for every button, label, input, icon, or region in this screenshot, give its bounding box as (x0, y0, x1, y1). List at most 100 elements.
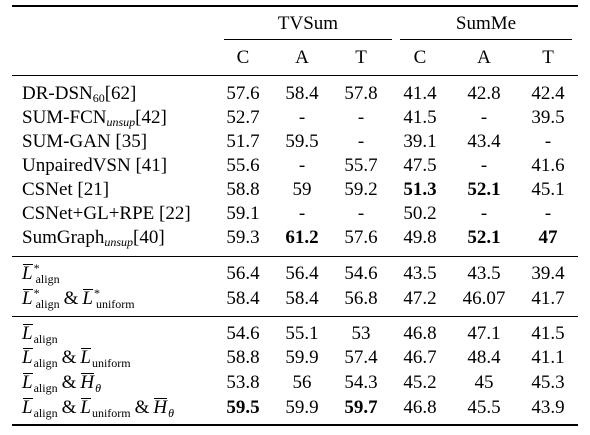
table-cell: 57.6 (344, 227, 378, 248)
table-row-method: CSNet+GL+RPE [22] 59.1 - - 50.2 - - (0, 203, 590, 227)
top-rule (12, 5, 578, 7)
col-header-tvsum-t: T (355, 47, 367, 68)
table-cell: 41.5 (531, 323, 565, 344)
table-cell: 41.5 (403, 107, 437, 128)
table-cell: 59.5 (285, 131, 319, 152)
table-cell: 43.5 (403, 263, 437, 284)
table-cell: 45.5 (467, 397, 501, 418)
table-row-ablation-star: L * align 56.4 56.4 54.6 43.5 43.5 39.4 (0, 261, 590, 287)
col-header-summe-c: C (413, 47, 427, 68)
table-cell: 43.9 (531, 397, 565, 418)
table-cell: 45.1 (531, 179, 565, 200)
table-cell: - (480, 203, 488, 224)
table-cell: - (298, 155, 306, 176)
table-cell: 55.6 (226, 155, 260, 176)
table-cell: 43.5 (467, 263, 501, 284)
table-cell: 51.3 (403, 179, 437, 200)
table-row-method: SUM-FCNunsup[42] 52.7 - - 41.5 - 39.5 (0, 107, 590, 131)
methods-rule (12, 256, 578, 257)
table-cell: 59.2 (344, 179, 378, 200)
table-cell: 48.4 (467, 347, 501, 368)
table-cell: 58.8 (226, 179, 260, 200)
table-cell: 42.8 (467, 83, 501, 104)
table-cell: 46.8 (403, 397, 437, 418)
table-cell: 45.3 (531, 372, 565, 393)
table-cell: 57.6 (226, 83, 260, 104)
table-row-method: UnpairedVSN [41] 55.6 - 55.7 47.5 - 41.6 (0, 155, 590, 179)
col-header-tvsum-c: C (236, 47, 250, 68)
table-cell: 47 (538, 227, 558, 248)
table-cell: 59.9 (285, 347, 319, 368)
row-label: SUM-GAN [35] (22, 131, 148, 152)
table-cell: 42.4 (531, 83, 565, 104)
row-label-l-align-star: L * align (22, 261, 60, 286)
table-cell: - (480, 107, 488, 128)
table-cell: 50.2 (403, 203, 437, 224)
table-cell: 52.7 (226, 107, 260, 128)
table-cell: 59.3 (226, 227, 260, 248)
table-cell: 41.1 (531, 347, 565, 368)
tvsum-cmidrule (224, 39, 392, 40)
table-cell: 41.7 (531, 288, 565, 309)
col-header-summe-a: A (477, 47, 491, 68)
table-cell: - (298, 107, 306, 128)
table-cell: 49.8 (403, 227, 437, 248)
table-cell: 52.1 (467, 227, 501, 248)
col-header-summe-t: T (542, 47, 554, 68)
row-label: SUM-FCNunsup[42] (22, 107, 167, 129)
group-header-tvsum: TVSum (277, 13, 339, 34)
table-row-ablation: Lalign & Luniform & Hθ 59.5 59.9 59.7 46.8 45.5 4… (0, 397, 590, 421)
table-cell: 52.1 (467, 179, 501, 200)
table-cell: - (544, 131, 552, 152)
table-row-method: SUM-GAN [35] 51.7 59.5 - 39.1 43.4 - (0, 131, 590, 155)
table-cell: 53.8 (226, 372, 260, 393)
table-cell: - (357, 131, 365, 152)
table-cell: 58.4 (285, 83, 319, 104)
table-cell: 56.4 (285, 263, 319, 284)
row-label: DR-DSN60[62] (22, 83, 137, 105)
table-row-method: CSNet [21] 58.8 59 59.2 51.3 52.1 45.1 (0, 179, 590, 203)
table-cell: 59.7 (344, 397, 378, 418)
table-cell: - (357, 203, 365, 224)
table-cell: 51.7 (226, 131, 260, 152)
table-cell: 46.8 (403, 323, 437, 344)
table-row-method: SumGraphunsup[40] 59.3 61.2 57.6 49.8 52.1 47 (0, 227, 590, 251)
bottom-rule (12, 424, 578, 426)
table-cell: 56.8 (344, 288, 378, 309)
row-label-l-align-h: Lalign & Hθ (22, 372, 101, 395)
row-label-l-align: Lalign (22, 323, 58, 346)
table-cell: - (298, 203, 306, 224)
table-cell: 55.7 (344, 155, 378, 176)
table-cell: 59.1 (226, 203, 260, 224)
row-label: SumGraphunsup[40] (22, 227, 165, 249)
table-cell: 59.5 (226, 397, 260, 418)
table-cell: 39.4 (531, 263, 565, 284)
table-cell: 58.4 (285, 288, 319, 309)
summe-cmidrule (400, 39, 572, 40)
table-cell: 58.8 (226, 347, 260, 368)
row-label-l-align-uniform: Lalign & Luniform (22, 347, 131, 370)
table-cell: - (357, 107, 365, 128)
row-label: UnpairedVSN [41] (22, 155, 168, 176)
table-cell: 56 (292, 372, 312, 393)
table-cell: 55.1 (285, 323, 319, 344)
ablation-star-rule (12, 316, 578, 317)
row-label: CSNet [21] (22, 179, 110, 200)
group-header-summe: SumMe (455, 13, 517, 34)
row-label-l-align-uniform-star: L * align & L * uniform (22, 286, 135, 311)
table-cell: 45.2 (403, 372, 437, 393)
table-cell: 41.4 (403, 83, 437, 104)
table-cell: 57.8 (344, 83, 378, 104)
table-cell: 54.3 (344, 372, 378, 393)
col-header-tvsum-a: A (295, 47, 309, 68)
table-row-ablation: Lalign 54.6 55.1 53 46.8 47.1 41.5 (0, 323, 590, 347)
table-cell: 59 (292, 179, 312, 200)
table-cell: 39.1 (403, 131, 437, 152)
row-label: CSNet+GL+RPE [22] (22, 203, 191, 224)
table-cell: 46.7 (403, 347, 437, 368)
table-cell: 54.6 (344, 263, 378, 284)
table-cell: 61.2 (285, 227, 319, 248)
table-cell: 53 (351, 323, 371, 344)
table-cell: 56.4 (226, 263, 260, 284)
table-row-ablation: Lalign & Luniform 58.8 59.9 57.4 46.7 48.4 41.1 (0, 347, 590, 371)
